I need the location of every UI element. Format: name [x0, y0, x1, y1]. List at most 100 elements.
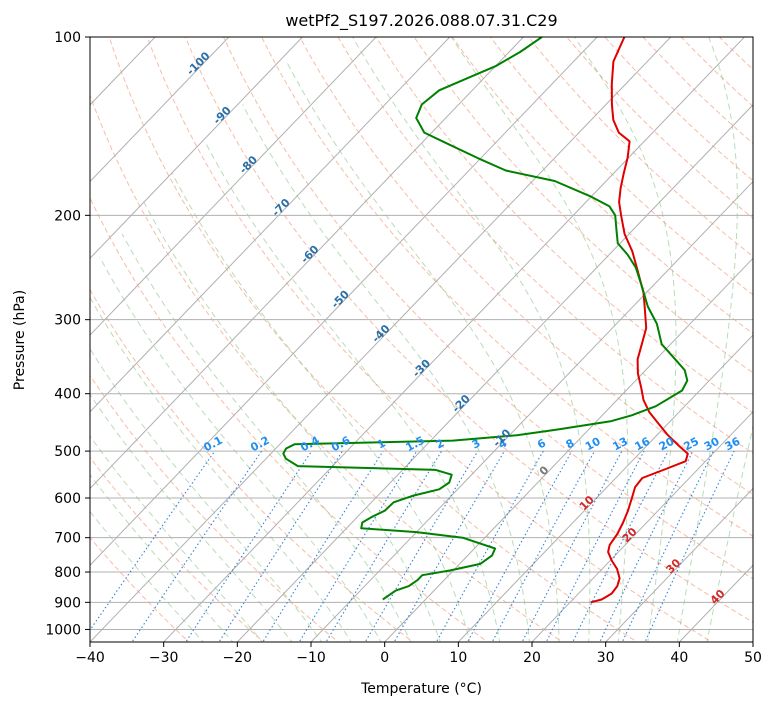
x-tick-label: 10 [449, 650, 467, 666]
dry-adiabat [489, 37, 753, 296]
moist-adiabat [90, 435, 264, 642]
isotherm-line [90, 37, 304, 260]
chart-title: wetPf2_S197.2026.088.07.31.C29 [285, 11, 557, 31]
moist-adiabat [99, 256, 382, 642]
mixing-ratio-line [262, 450, 384, 642]
x-tick-label: 0 [380, 650, 389, 666]
isotherm-label: -10 [490, 426, 513, 449]
mixing-ratio-label: 36 [723, 435, 743, 454]
x-tick-label: 40 [670, 650, 688, 666]
isotherm-line [90, 37, 377, 336]
mixing-ratio-line [521, 450, 623, 642]
y-tick-label: 1000 [45, 622, 81, 638]
x-tick-label: 20 [523, 650, 541, 666]
dry-adiabat [223, 37, 753, 580]
isotherm-label: -100 [184, 49, 213, 78]
mixing-ratio-line [185, 450, 313, 642]
isotherm-label: -50 [329, 288, 352, 311]
plot-frame [89, 36, 754, 643]
mixing-ratio-line [491, 450, 595, 642]
sounding-lines [282, 37, 689, 604]
isotherm-line [90, 37, 230, 183]
dry-adiabat [744, 24, 775, 645]
dry-adiabat [604, 37, 753, 182]
moist-adiabat [450, 37, 629, 642]
x-tick-label: −30 [149, 650, 179, 666]
mixing-ratio-line [393, 450, 505, 642]
isotherm-label: -90 [211, 104, 234, 127]
mixing-ratio-line [131, 450, 263, 642]
isotherm-line [162, 37, 746, 642]
moist-adiabat [90, 474, 234, 642]
moist-adiabat [90, 510, 204, 642]
moist-adiabat [204, 141, 501, 642]
moist-adiabat [171, 173, 471, 642]
mixing-ratio-label: 10 [583, 435, 603, 454]
y-tick-label: 800 [54, 565, 81, 581]
isotherm-line [310, 180, 753, 642]
temperature-line [590, 37, 689, 604]
isotherm-label: 10 [577, 493, 597, 513]
isotherm-label: -80 [237, 153, 260, 176]
mixing-ratio-line [599, 450, 694, 642]
isotherm-line [531, 411, 753, 642]
mixing-ratio-line [364, 450, 479, 642]
y-tick-label: 400 [54, 387, 81, 403]
moist-adiabat [143, 201, 441, 642]
dry-adiabat [680, 37, 753, 107]
mixing-ratio-line [298, 450, 418, 642]
isotherm-label: -60 [298, 242, 321, 265]
mixing-ratio-line [644, 450, 735, 642]
mixing-ratio-label: 13 [610, 435, 630, 454]
dry-adiabat [413, 37, 753, 374]
moist-adiabat [121, 233, 412, 642]
isotherm-line [90, 37, 451, 413]
dry-adiabat [299, 37, 753, 495]
mixing-ratio-line [572, 450, 669, 642]
dry-adiabat [375, 37, 753, 414]
x-tick-label: 50 [744, 650, 762, 666]
mixing-ratio-line [466, 450, 573, 642]
y-tick-label: 700 [54, 531, 81, 547]
mixing-ratio-label: 20 [657, 435, 677, 454]
mixing-ratio-line [621, 450, 714, 642]
y-tick-label: 100 [54, 30, 81, 46]
x-axis-ticks: −40 −30 −20 −10 0 10 20 30 40 50 [75, 642, 762, 666]
mixing-ratio-label: 6 [535, 436, 548, 451]
dry-adiabat [184, 37, 753, 623]
y-tick-label: 300 [54, 313, 81, 329]
isotherm-line [752, 641, 753, 642]
mixing-ratio-label: 30 [702, 435, 722, 454]
mixing-ratio-label: 25 [681, 435, 701, 454]
mixing-ratio-label: 16 [633, 435, 653, 454]
mixing-ratio-label: 2 [434, 436, 447, 451]
y-tick-label: 600 [54, 491, 81, 507]
moist-adiabat [706, 424, 753, 642]
isotherm-line [90, 37, 525, 490]
dry-adiabat [90, 456, 265, 642]
dewpoint-line [282, 37, 689, 601]
dry-adiabat [261, 37, 753, 537]
plot-area [90, 24, 775, 645]
isotherm-label: 30 [663, 556, 683, 576]
isotherm-label: 20 [620, 525, 640, 545]
dry-adiabat [566, 37, 753, 219]
isotherm-line [457, 334, 753, 642]
dry-adiabat [718, 37, 753, 71]
mixing-ratio-line [545, 450, 645, 642]
isotherm-label: -30 [410, 356, 433, 379]
isotherm-line [90, 37, 598, 566]
y-tick-label: 200 [54, 208, 81, 224]
isotherm-label: -20 [450, 392, 473, 415]
y-tick-label: 900 [54, 595, 81, 611]
isotherm-line [90, 37, 672, 642]
isotherm-line [383, 257, 753, 642]
dry-adiabat [90, 288, 414, 642]
mixing-ratio-line [218, 450, 343, 642]
y-tick-label: 500 [54, 444, 81, 460]
mixing-ratio-line [325, 450, 443, 642]
dry-adiabat [146, 37, 713, 642]
x-tick-label: −40 [75, 650, 105, 666]
dry-adiabat [90, 94, 564, 642]
x-axis-label: Temperature (°C) [360, 681, 482, 697]
